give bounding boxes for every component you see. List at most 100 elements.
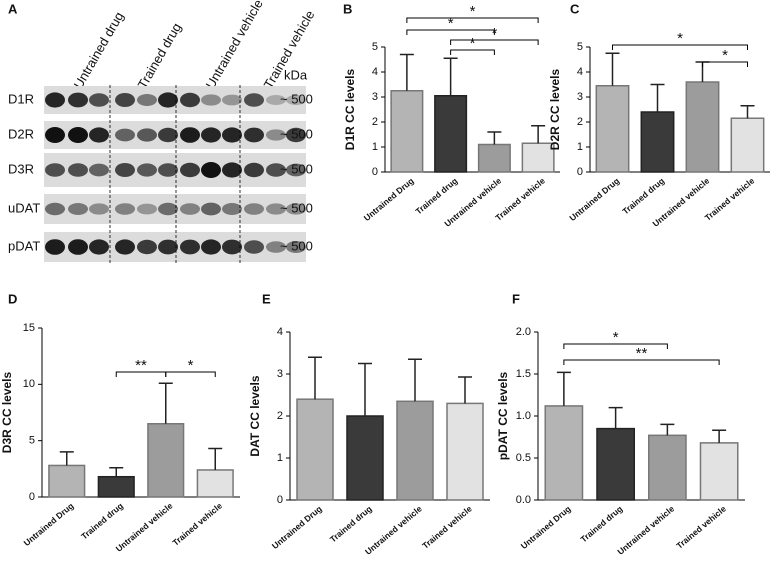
x-tick-label: Trained drug: [578, 504, 624, 545]
bar: [296, 398, 334, 501]
error-bar: [109, 466, 124, 477]
error-bar: [556, 371, 571, 406]
row-label: D2R: [8, 126, 34, 141]
band: [115, 163, 135, 177]
band: [137, 203, 157, 215]
error-bar: [443, 57, 458, 96]
band: [244, 203, 264, 215]
size-label: ~ 500: [280, 200, 313, 215]
bar: [196, 469, 234, 498]
error-bar: [408, 358, 422, 402]
band: [201, 202, 221, 216]
significance-label: *: [470, 3, 476, 20]
group-label: Untrained drug: [71, 9, 127, 91]
band: [222, 162, 242, 178]
y-tick-label: 2: [577, 116, 583, 128]
group-label: Untrained vehicle: [203, 0, 266, 91]
panel-label: C: [570, 1, 580, 16]
y-tick-label: 1.0: [516, 410, 531, 422]
row-label: uDAT: [8, 200, 40, 215]
y-tick-label: 10: [23, 378, 35, 390]
panel-label: B: [343, 1, 352, 16]
band: [180, 203, 200, 215]
size-label: ~ 500: [280, 238, 313, 253]
band: [180, 162, 200, 178]
error-bar: [358, 362, 372, 416]
band: [89, 163, 109, 177]
bar: [48, 464, 86, 498]
error-bar: [605, 52, 620, 86]
y-tick-label: 0: [29, 491, 35, 503]
x-tick-label: Untrained Drug: [22, 501, 76, 548]
x-tick-label: Trained vehicle: [674, 503, 728, 550]
error-bar: [531, 125, 546, 144]
x-tick-label: Trained vehicle: [171, 500, 225, 547]
band: [266, 203, 286, 215]
y-tick-label: 5: [372, 41, 378, 53]
row-label: D1R: [8, 91, 34, 106]
bar: [730, 117, 765, 173]
error-bar: [660, 423, 675, 436]
bar: [477, 143, 511, 173]
significance-bracket: [450, 39, 539, 45]
band: [158, 127, 178, 143]
band: [158, 163, 178, 177]
band: [137, 163, 157, 177]
error-bar: [59, 451, 74, 466]
error-bar: [399, 53, 414, 91]
bar: [97, 475, 135, 498]
band: [137, 239, 157, 255]
band: [286, 241, 306, 253]
panel-label: E: [262, 291, 271, 306]
bar: [396, 400, 434, 501]
y-tick-label: 1.5: [516, 368, 531, 380]
y-axis-label: DAT CC levels: [248, 375, 262, 456]
significance-bracket: [563, 359, 720, 365]
blot-panel: A kDa: [8, 1, 308, 82]
band: [115, 203, 135, 215]
bar: [521, 142, 555, 173]
size-label: ~ 500: [280, 161, 313, 176]
band: [222, 203, 242, 215]
y-tick-label: 5: [577, 41, 583, 53]
band: [115, 128, 135, 142]
x-tick-label: Untrained vehicle: [615, 503, 676, 556]
y-tick-label: 0: [577, 166, 583, 178]
y-axis-label: D1R CC levels: [343, 68, 357, 150]
significance-label: *: [470, 35, 476, 52]
band: [158, 239, 178, 255]
band: [180, 92, 200, 108]
significance-label: *: [448, 15, 454, 32]
bar: [685, 81, 720, 173]
row-label: D3R: [8, 161, 34, 176]
band: [244, 127, 264, 143]
y-tick-label: 3: [372, 91, 378, 103]
y-axis-label: D3R CC levels: [0, 371, 14, 453]
band: [45, 92, 65, 108]
band: [244, 162, 264, 178]
band: [266, 163, 286, 177]
error-bar: [308, 356, 322, 400]
y-tick-label: 1: [372, 141, 378, 153]
band: [68, 203, 88, 215]
band: [286, 95, 306, 105]
band: [201, 162, 221, 178]
significance-bracket: [165, 371, 216, 377]
bar: [544, 405, 584, 501]
y-tick-label: 2: [372, 116, 378, 128]
error-bar: [208, 447, 223, 470]
significance-label: *: [188, 357, 194, 374]
x-tick-label: Trained drug: [328, 504, 374, 545]
band: [266, 95, 286, 105]
band: [244, 93, 264, 107]
x-tick-label: Untrained Drug: [270, 504, 324, 551]
y-tick-label: 4: [372, 66, 378, 78]
significance-bracket: [406, 17, 539, 23]
band: [222, 94, 242, 106]
panel-label: D: [8, 291, 17, 306]
error-bar: [712, 429, 727, 443]
y-tick-label: 3: [277, 368, 283, 380]
significance-bracket: [612, 44, 748, 50]
y-tick-label: 2: [277, 410, 283, 422]
y-tick-label: 0.0: [516, 494, 531, 506]
